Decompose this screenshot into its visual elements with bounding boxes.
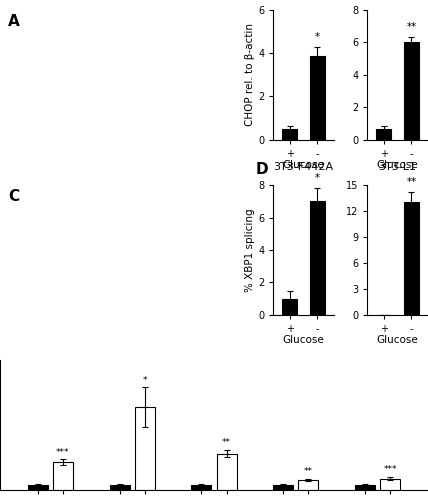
Text: ***: ***: [56, 448, 70, 457]
Text: B: B: [255, 0, 267, 2]
Y-axis label: CHOP rel. to β-actin: CHOP rel. to β-actin: [245, 24, 255, 127]
Bar: [298, 480, 318, 490]
Bar: [273, 485, 293, 490]
Text: **: **: [222, 438, 231, 448]
Bar: [135, 407, 155, 490]
Bar: [110, 485, 130, 490]
X-axis label: Glucose: Glucose: [283, 160, 324, 170]
Bar: [404, 202, 419, 315]
X-axis label: Glucose: Glucose: [283, 336, 324, 345]
Text: **: **: [304, 467, 313, 476]
Bar: [376, 129, 392, 140]
Bar: [355, 485, 375, 490]
X-axis label: Glucose: Glucose: [377, 160, 419, 170]
Bar: [217, 454, 237, 490]
Text: **: **: [406, 22, 416, 32]
Bar: [310, 56, 325, 140]
Bar: [282, 298, 297, 315]
Text: 3T3-F442A: 3T3-F442A: [273, 162, 334, 172]
Text: A: A: [8, 14, 20, 29]
Y-axis label: % XBP1 splicing: % XBP1 splicing: [245, 208, 255, 292]
Text: *: *: [315, 173, 320, 183]
Text: D: D: [255, 162, 268, 177]
Bar: [282, 129, 297, 140]
Bar: [404, 42, 419, 140]
Text: *: *: [315, 32, 320, 42]
Bar: [53, 462, 73, 490]
Text: ***: ***: [383, 466, 397, 474]
Bar: [191, 485, 211, 490]
X-axis label: Glucose: Glucose: [377, 336, 419, 345]
Bar: [310, 202, 325, 315]
Text: *: *: [143, 376, 147, 384]
Bar: [380, 478, 400, 490]
Text: C: C: [8, 189, 19, 204]
Text: **: **: [406, 177, 416, 187]
Bar: [28, 485, 48, 490]
Text: 3T3-L1: 3T3-L1: [379, 162, 417, 172]
